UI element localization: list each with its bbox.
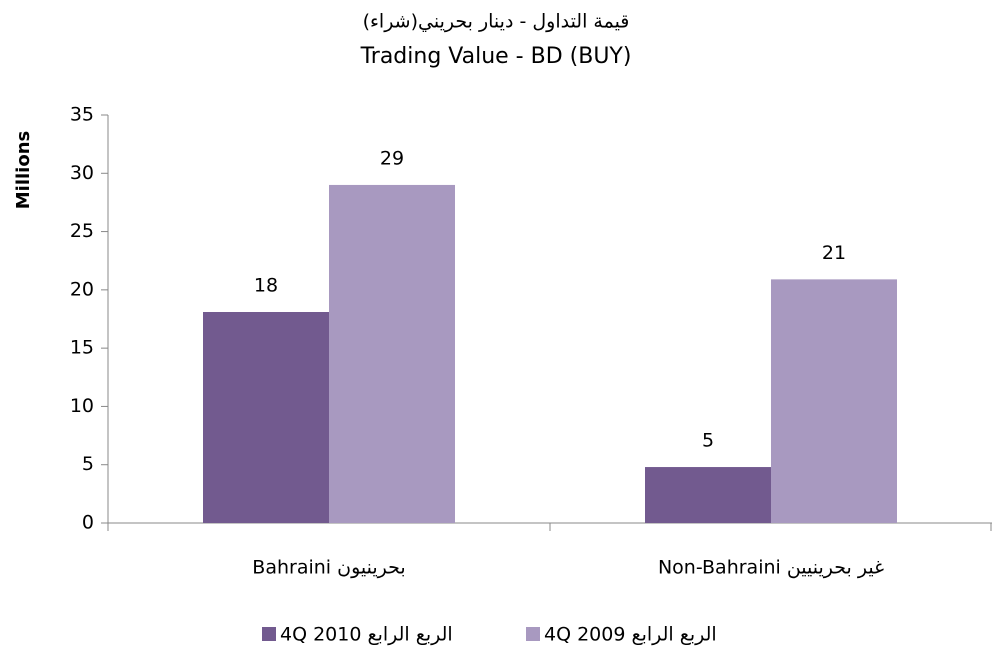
bar — [329, 184, 455, 523]
chart-subtitle: Trading Value - BD (BUY) — [360, 44, 632, 69]
y-tick-label: 10 — [70, 395, 94, 417]
legend-label: 4Q 2009 الربع الرابع — [544, 624, 717, 646]
bar — [771, 279, 897, 523]
data-label: 29 — [380, 147, 404, 169]
legend-swatch — [526, 627, 540, 641]
y-tick-label: 25 — [70, 220, 94, 242]
bar — [203, 312, 329, 523]
legend-swatch — [262, 627, 276, 641]
y-tick-label: 0 — [82, 512, 94, 534]
y-tick-label: 20 — [70, 278, 94, 300]
legend-label: 4Q 2010 الربع الرابع — [280, 624, 453, 646]
data-label: 18 — [254, 275, 278, 297]
chart-title: قيمة التداول - دينار بحريني(شراء) — [363, 11, 630, 33]
x-tick-label: Bahraini بحرينيون — [252, 557, 405, 579]
x-tick-label: Non-Bahraini غير بحرينيين — [658, 557, 884, 579]
y-axis-label: Millions — [13, 131, 34, 210]
data-label: 5 — [702, 430, 714, 452]
y-tick-label: 30 — [70, 162, 94, 184]
y-tick-label: 35 — [70, 104, 94, 126]
y-tick-label: 5 — [82, 453, 94, 475]
bar — [645, 467, 771, 523]
y-tick-label: 15 — [70, 337, 94, 359]
data-label: 21 — [822, 242, 846, 264]
